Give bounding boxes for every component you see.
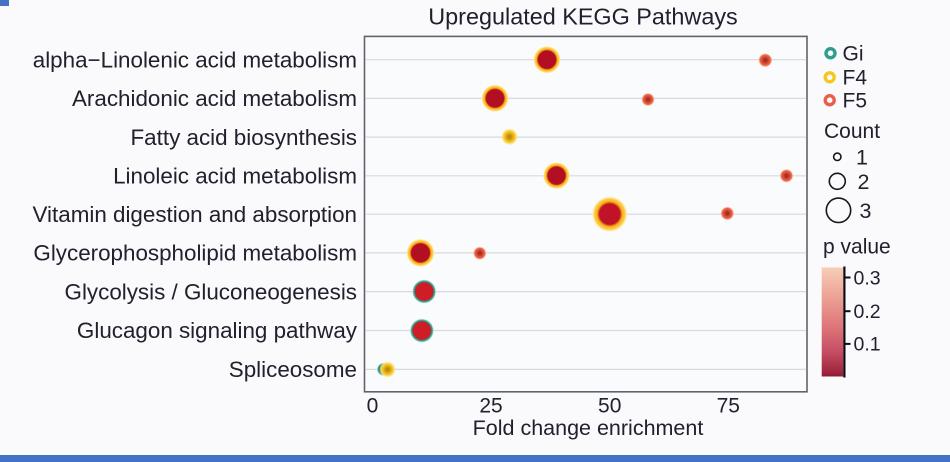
svg-text:alpha−Linolenic acid metabolis: alpha−Linolenic acid metabolism [33, 47, 357, 72]
svg-text:Linoleic acid metabolism: Linoleic acid metabolism [113, 164, 357, 189]
svg-text:Fatty acid biosynthesis: Fatty acid biosynthesis [131, 125, 358, 150]
svg-text:0.3: 0.3 [854, 267, 881, 289]
svg-text:F4: F4 [843, 67, 868, 90]
svg-text:Fold change enrichment: Fold change enrichment [473, 416, 704, 440]
svg-text:Vitamin digestion and absorpti: Vitamin digestion and absorption [33, 202, 357, 227]
svg-text:50: 50 [598, 395, 621, 418]
svg-text:0: 0 [367, 395, 379, 418]
svg-text:25: 25 [479, 395, 502, 418]
svg-text:F5: F5 [843, 90, 868, 113]
svg-text:Glycolysis / Gluconeogenesis: Glycolysis / Gluconeogenesis [65, 279, 357, 304]
svg-text:p value: p value [823, 236, 891, 259]
svg-text:Gi: Gi [843, 43, 864, 66]
svg-text:0.1: 0.1 [854, 334, 881, 356]
svg-text:0.2: 0.2 [854, 301, 881, 323]
svg-text:1: 1 [856, 145, 868, 169]
svg-text:Arachidonic acid metabolism: Arachidonic acid metabolism [72, 86, 357, 111]
svg-text:Glucagon signaling pathway: Glucagon signaling pathway [77, 318, 358, 343]
svg-text:Count: Count [824, 120, 880, 143]
svg-text:Glycerophospholipid metabolism: Glycerophospholipid metabolism [33, 241, 357, 266]
svg-text:3: 3 [860, 199, 872, 223]
svg-text:Spliceosome: Spliceosome [229, 357, 357, 382]
svg-text:Upregulated KEGG Pathways: Upregulated KEGG Pathways [428, 3, 737, 29]
svg-text:2: 2 [858, 170, 870, 194]
svg-text:75: 75 [717, 395, 740, 418]
